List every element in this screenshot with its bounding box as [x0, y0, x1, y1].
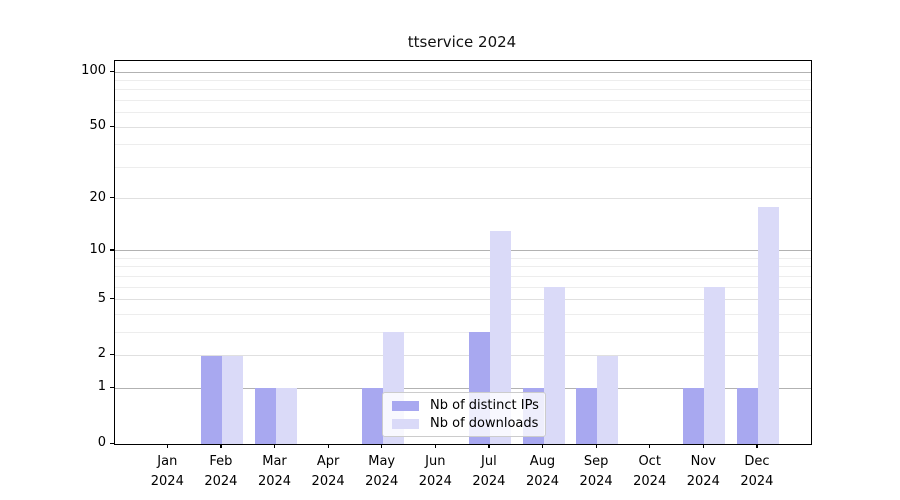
- bar-downloads-mar: [275, 388, 297, 444]
- legend-row: Nb of distinct IPs: [383, 398, 545, 413]
- y-gridline: [115, 112, 811, 114]
- y-tick-mark: [110, 249, 114, 251]
- y-tick-label: 1: [97, 379, 106, 395]
- y-gridline: [115, 80, 811, 82]
- y-tick-mark: [110, 70, 114, 72]
- bar-distinct-ips-may: [361, 388, 383, 444]
- legend-swatch-downloads-icon: [392, 418, 419, 429]
- plot-area: Nb of distinct IPs Nb of downloads: [114, 60, 812, 445]
- y-tick-label: 100: [81, 63, 106, 79]
- y-gridline: [115, 286, 811, 288]
- y-tick-label: 20: [89, 189, 106, 205]
- y-gridline: [115, 275, 811, 277]
- x-tick-mark: [595, 444, 597, 448]
- y-gridline: [115, 71, 811, 73]
- legend-label-downloads: Nb of downloads: [430, 416, 539, 431]
- y-tick-mark: [110, 386, 114, 388]
- x-tick-label: Jun 2024: [418, 454, 452, 489]
- y-tick-mark: [110, 442, 114, 444]
- y-gridline: [115, 126, 811, 128]
- x-tick-label: Jan 2024: [150, 454, 184, 489]
- bar-downloads-nov: [704, 287, 726, 444]
- y-gridline: [115, 258, 811, 259]
- x-tick-mark: [274, 444, 276, 448]
- y-gridline: [115, 266, 811, 268]
- y-tick-label: 0: [97, 435, 106, 450]
- y-gridline: [115, 250, 811, 252]
- x-tick-mark: [166, 444, 168, 448]
- y-gridline: [115, 166, 811, 168]
- x-tick-label: Nov 2024: [686, 454, 720, 489]
- y-gridline: [115, 198, 811, 200]
- x-tick-mark: [649, 444, 651, 448]
- x-tick-label: Aug 2024: [525, 454, 560, 489]
- bar-downloads-aug: [543, 287, 565, 444]
- bar-distinct-ips-sep: [576, 388, 598, 444]
- y-gridline: [115, 387, 811, 389]
- x-tick-label: Feb 2024: [204, 454, 238, 489]
- y-tick-label: 50: [89, 118, 106, 134]
- legend-row: Nb of downloads: [383, 416, 545, 431]
- y-tick-mark: [110, 298, 114, 300]
- x-tick-mark: [702, 444, 704, 448]
- x-tick-label: Sep 2024: [579, 454, 613, 489]
- y-gridline: [115, 313, 811, 315]
- y-gridline: [115, 100, 811, 102]
- bar-distinct-ips-feb: [200, 355, 222, 444]
- y-gridline: [115, 144, 811, 146]
- bar-distinct-ips-mar: [254, 388, 276, 444]
- x-tick-mark: [381, 444, 383, 448]
- x-tick-mark: [327, 444, 329, 448]
- x-tick-label: Jul 2024: [472, 454, 506, 489]
- x-tick-mark: [220, 444, 222, 448]
- x-tick-label: Oct 2024: [633, 454, 667, 489]
- x-tick-label: May 2024: [365, 454, 399, 489]
- legend: Nb of distinct IPs Nb of downloads: [382, 392, 546, 437]
- x-tick-label: Mar 2024: [257, 454, 292, 489]
- y-tick-mark: [110, 353, 114, 356]
- bar-distinct-ips-nov: [683, 388, 705, 444]
- y-gridline: [115, 89, 811, 91]
- bar-downloads-dec: [757, 206, 779, 444]
- y-tick-mark: [110, 197, 114, 199]
- x-tick-mark: [542, 444, 544, 448]
- x-tick-label: Apr 2024: [311, 454, 345, 489]
- y-tick-mark: [110, 125, 114, 127]
- y-tick-label: 2: [97, 346, 106, 362]
- bar-downloads-sep: [597, 355, 619, 444]
- y-gridline: [115, 299, 811, 301]
- chart-title: ttservice 2024: [407, 33, 517, 51]
- y-gridline: [115, 331, 811, 333]
- x-tick-mark: [756, 444, 758, 448]
- legend-swatch-distinct-ips-icon: [392, 400, 419, 411]
- bar-downloads-jul: [489, 231, 511, 444]
- x-tick-mark: [434, 444, 436, 448]
- y-tick-label: 5: [97, 290, 106, 306]
- bar-downloads-feb: [221, 355, 243, 444]
- y-tick-label: 10: [89, 241, 106, 257]
- x-tick-label: Dec 2024: [740, 454, 774, 489]
- bar-distinct-ips-dec: [736, 388, 758, 444]
- y-gridline: [115, 354, 811, 356]
- x-tick-mark: [488, 444, 490, 448]
- legend-label-distinct-ips: Nb of distinct IPs: [430, 398, 539, 413]
